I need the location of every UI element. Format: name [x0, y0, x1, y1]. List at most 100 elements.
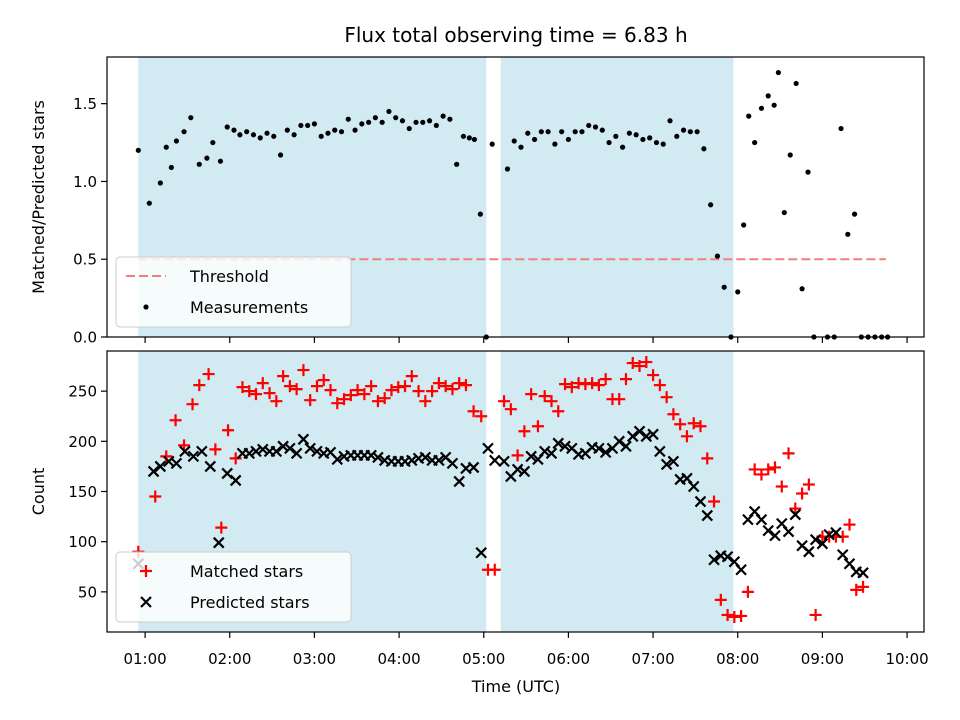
measurement-point: [781, 209, 787, 216]
matched-stars-point: [613, 393, 626, 406]
ratio-panel: 0.0 0.5 1.0 1.5 Matched/Predicted stars Thres…: [29, 56, 925, 347]
y-tick-label: 200: [68, 433, 97, 451]
measurement-point: [701, 146, 707, 152]
measurement-point: [489, 141, 495, 147]
predicted-stars-point: [196, 445, 208, 458]
predicted-stars-point: [453, 475, 465, 488]
measurement-point: [399, 118, 406, 124]
matched-stars-point: [680, 430, 693, 443]
y-axis-label: Matched/Predicted stars: [29, 100, 48, 294]
measurement-point: [447, 116, 453, 122]
measurement-point: [633, 132, 639, 138]
measurement-point: [667, 118, 673, 124]
measurement-point: [619, 144, 626, 150]
measurement-point: [771, 102, 777, 108]
matched-stars-point: [283, 380, 296, 393]
predicted-stars-point: [498, 455, 510, 468]
predicted-stars-point: [270, 445, 283, 458]
predicted-stars-point: [331, 453, 344, 466]
matched-stars-point: [857, 580, 870, 593]
measurement-point: [311, 121, 318, 127]
matched-stars-point: [439, 380, 452, 393]
measurement-point: [793, 80, 799, 87]
measurement-point: [318, 133, 324, 139]
measurement-point: [173, 138, 180, 144]
matched-stars-point: [789, 502, 802, 515]
measurement-point: [386, 108, 392, 115]
measurement-point: [592, 124, 599, 130]
measurement-point: [454, 161, 460, 167]
measurement-point: [845, 231, 851, 237]
legend-box: [115, 551, 352, 623]
matched-stars-point: [250, 388, 263, 401]
matched-stars-point: [270, 395, 283, 408]
predicted-stars-point: [538, 445, 551, 458]
predicted-stars-point: [782, 525, 795, 538]
predicted-stars-point: [372, 451, 384, 464]
predicted-stars-point: [701, 509, 714, 522]
measurement-point: [504, 166, 511, 172]
x-tick-label: 02:00: [208, 650, 251, 668]
matched-stars-point: [768, 461, 781, 474]
measurement-point: [325, 130, 331, 136]
matched-stars-point: [531, 420, 544, 433]
measurement-point: [237, 132, 243, 138]
predicted-stars-point: [552, 437, 565, 450]
legend-label: Measurements: [190, 298, 308, 317]
measurement-point: [746, 113, 752, 119]
predicted-stars-point: [789, 508, 802, 521]
measurement-point: [460, 133, 467, 139]
x-tick-label: 07:00: [631, 650, 674, 668]
measurement-point: [775, 69, 781, 76]
measurement-point: [393, 115, 399, 121]
matched-stars-point: [667, 408, 680, 421]
predicted-stars-point: [599, 446, 612, 459]
legend-measurements-swatch: [143, 304, 149, 310]
measurement-point: [466, 135, 472, 141]
predicted-stars-point: [633, 425, 646, 438]
matched-stars-point: [755, 468, 768, 481]
y-tick-label: 150: [68, 483, 97, 501]
matched-stars-point: [694, 420, 707, 433]
matched-stars-point: [488, 563, 501, 576]
measurement-point: [545, 129, 551, 135]
observing-interval-1: [500, 57, 734, 337]
predicted-stars-point: [419, 451, 432, 464]
measurement-point: [345, 116, 351, 122]
measurement-point: [525, 130, 531, 136]
matched-stars-point: [525, 388, 538, 401]
measurement-point: [406, 125, 412, 132]
predicted-stars-point: [229, 474, 242, 487]
measurement-point: [433, 122, 439, 129]
matched-stars-point: [405, 370, 418, 383]
matched-stars-point: [426, 385, 439, 398]
matched-stars-point: [169, 414, 182, 427]
predicted-stars-point: [708, 553, 720, 566]
measurement-point: [518, 144, 524, 150]
measurement-point: [765, 93, 771, 99]
measurement-point: [606, 139, 612, 146]
measurement-point: [799, 286, 805, 292]
matched-stars-point: [687, 417, 700, 430]
measurement-point: [332, 127, 338, 133]
legend: Threshold Measurements: [115, 256, 352, 328]
legend-label: Matched stars: [190, 562, 303, 581]
matched-stars-point: [229, 452, 242, 465]
measurement-point: [721, 284, 727, 290]
y-tick-label: 1.5: [73, 95, 97, 113]
measurement-point: [538, 129, 544, 135]
measurement-point: [708, 202, 714, 208]
predicted-stars-point: [545, 447, 558, 460]
matched-stars-point: [236, 381, 249, 394]
matched-stars-point: [802, 478, 815, 491]
matched-stars-point: [215, 521, 228, 534]
measurement-point: [196, 161, 202, 167]
matched-stars-point: [317, 374, 330, 387]
matched-stars-point: [277, 370, 290, 383]
predicted-stars-point: [694, 495, 707, 508]
measurement-point: [674, 133, 680, 139]
predicted-stars-point: [365, 449, 377, 462]
x-tick-label: 03:00: [293, 650, 336, 668]
matched-stars-point: [331, 397, 344, 410]
measurement-point: [787, 152, 793, 158]
